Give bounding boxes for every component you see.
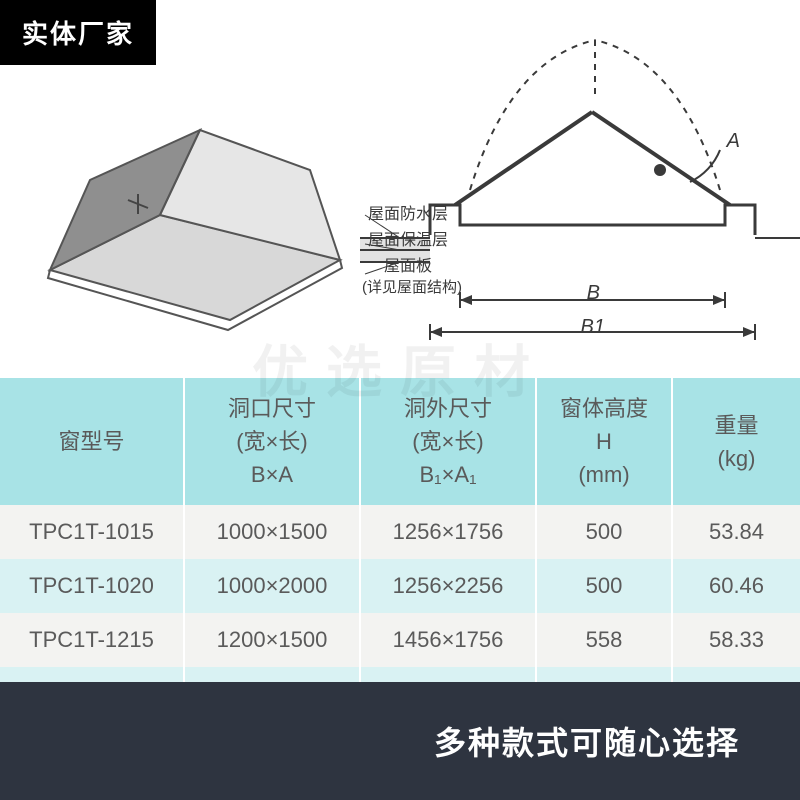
cell-model: TPC1T-1020	[0, 559, 184, 613]
table-row: TPC1T-1015 1000×1500 1256×1756 500 53.84	[0, 505, 800, 559]
badge-top-left: 实体厂家	[0, 0, 156, 65]
dim-b-label: B	[587, 282, 600, 305]
cell-opening: 1200×1500	[184, 613, 360, 667]
cell-outer: 1256×2256	[360, 559, 536, 613]
table-head: 窗型号 洞口尺寸 (宽×长) B×A 洞外尺寸 (宽×长) B₁×A₁ 窗体高度…	[0, 378, 800, 505]
th-height-l3: (mm)	[545, 458, 663, 491]
label-panel: 屋面板	[384, 252, 432, 276]
cell-height: 500	[536, 559, 672, 613]
th-outer-l3: B₁×A₁	[369, 458, 527, 491]
label-note: (详见屋面结构)	[362, 276, 462, 297]
th-weight-l2: (kg)	[681, 442, 792, 475]
th-opening-l3: B×A	[193, 458, 351, 491]
table-row: TPC1T-1020 1000×2000 1256×2256 500 60.46	[0, 559, 800, 613]
th-opening-l1: 洞口尺寸	[193, 392, 351, 425]
th-outer-l1: 洞外尺寸	[369, 392, 527, 425]
cell-height: 558	[536, 613, 672, 667]
cell-opening: 1000×1500	[184, 505, 360, 559]
page-root: B B1 A 屋面防水层 屋面保温层 屋面板 (详见屋面结构) 窗型号 洞口尺寸…	[0, 0, 800, 800]
th-height-l1: 窗体高度	[545, 392, 663, 425]
th-weight-l1: 重量	[681, 409, 792, 442]
cell-outer: 1456×1756	[360, 613, 536, 667]
label-insulation: 屋面保温层	[368, 226, 448, 250]
cell-height: 500	[536, 505, 672, 559]
th-outer-l2: (宽×长)	[369, 425, 527, 458]
th-opening-l2: (宽×长)	[193, 425, 351, 458]
cell-outer: 1256×1756	[360, 505, 536, 559]
cell-model: TPC1T-1215	[0, 613, 184, 667]
cell-weight: 58.33	[672, 613, 800, 667]
cell-model: TPC1T-1015	[0, 505, 184, 559]
th-height-l2: H	[545, 425, 663, 458]
footer-text: 多种款式可随心选择	[434, 718, 740, 764]
isometric-sketch	[10, 60, 360, 340]
label-waterproof: 屋面防水层	[368, 200, 448, 224]
dim-b1-label: B1	[581, 316, 605, 339]
th-model: 窗型号	[8, 425, 175, 458]
angle-label: A	[727, 130, 740, 153]
cell-weight: 60.46	[672, 559, 800, 613]
table-row: TPC1T-1215 1200×1500 1456×1756 558 58.33	[0, 613, 800, 667]
footer-bar: 多种款式可随心选择	[0, 682, 800, 800]
cell-opening: 1000×2000	[184, 559, 360, 613]
cell-weight: 53.84	[672, 505, 800, 559]
